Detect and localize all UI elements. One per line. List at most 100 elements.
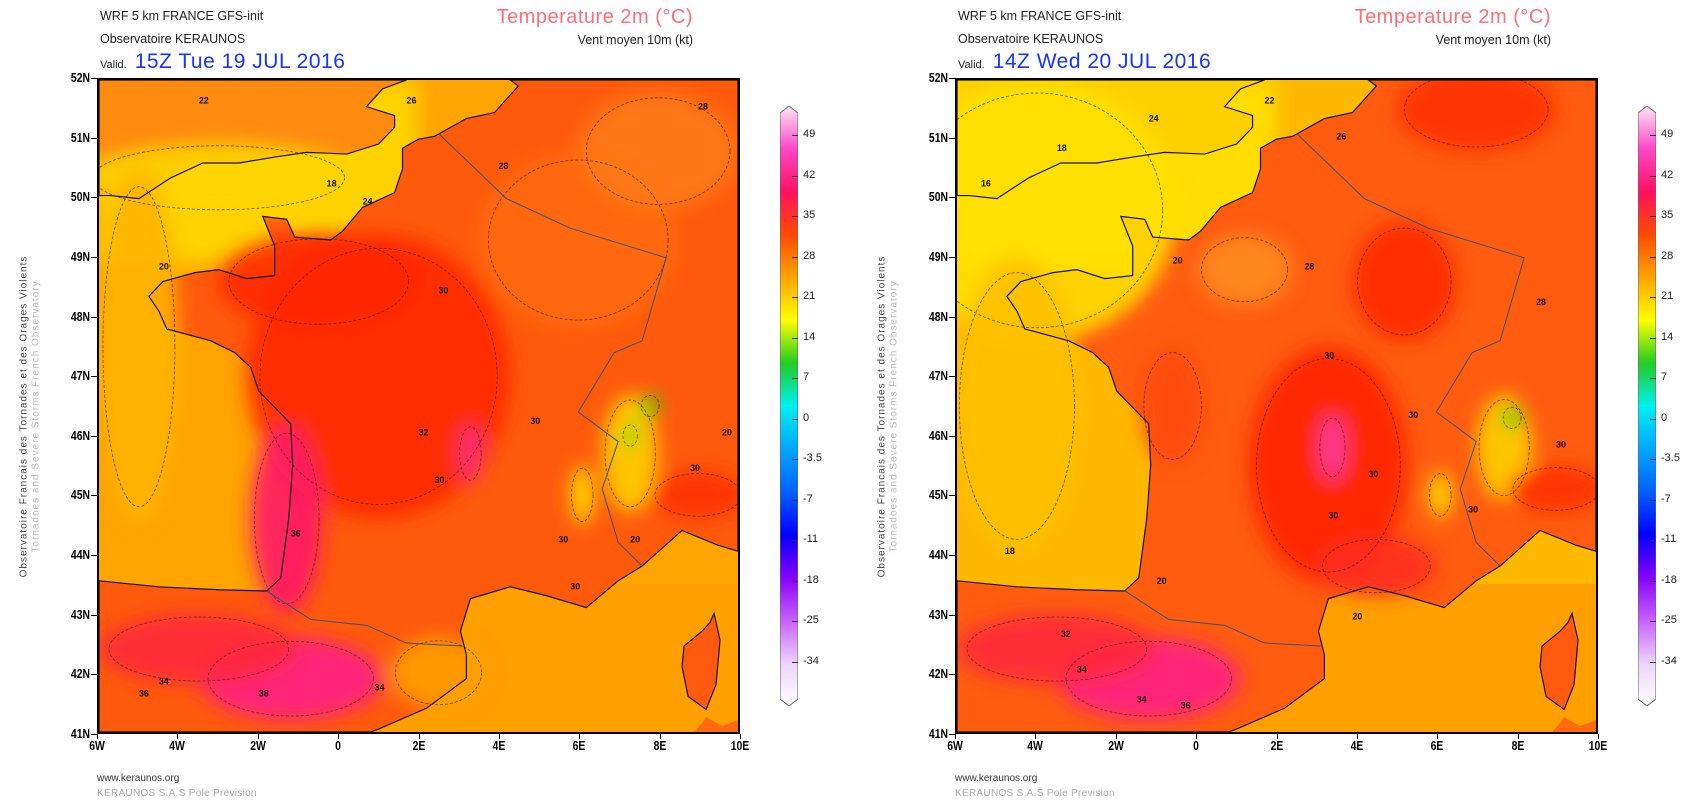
- colorbar-tick: [1650, 216, 1656, 217]
- colorbar-tick: [1650, 256, 1656, 258]
- map-subtitle: Vent moyen 10m (kt): [1435, 33, 1551, 47]
- longitude-tick: [1517, 734, 1519, 739]
- isotherm: [1143, 352, 1202, 460]
- national-border: [1296, 133, 1525, 567]
- contour-label: 30: [1556, 439, 1566, 449]
- footer-website[interactable]: www.keraunos.org: [955, 773, 1038, 784]
- latitude-label: 42N: [70, 666, 90, 682]
- colorbar-label: 49: [803, 128, 816, 140]
- isotherm: [1502, 406, 1522, 429]
- isotherm-contours: [957, 80, 1596, 717]
- longitude-label: 2W: [249, 738, 266, 753]
- longitude-tick: [338, 734, 340, 739]
- latitude-tick: [91, 376, 97, 378]
- longitude-tick: [740, 734, 741, 739]
- latitude-label: 51N: [928, 129, 948, 145]
- colorbar: [779, 105, 799, 707]
- colorbar-tick: [792, 418, 798, 420]
- longitude-tick: [659, 734, 661, 739]
- latitude-tick: [91, 435, 97, 437]
- contour-label: 28: [1536, 297, 1546, 307]
- latitude-label: 50N: [928, 189, 948, 205]
- isotherm: [1512, 467, 1596, 511]
- contour-label: 28: [498, 161, 508, 171]
- side-attribution: Observatoire Francais des Tornades et de…: [19, 197, 42, 637]
- latitude-label: 49N: [70, 248, 90, 264]
- latitude-label: 45N: [928, 487, 948, 503]
- isotherm: [1429, 473, 1452, 517]
- colorbar-label: -18: [1661, 573, 1677, 586]
- colorbar-tick: [792, 175, 798, 177]
- longitude-label: 4W: [169, 738, 186, 753]
- latitude-label: 48N: [70, 308, 90, 324]
- map-title: Temperature 2m (°C): [1354, 6, 1551, 28]
- side-text-fr: Observatoire Francais des Tornades et de…: [18, 255, 30, 578]
- contour-label: 20: [1157, 576, 1167, 586]
- contour-label: 38: [259, 688, 269, 698]
- contour-label: 30: [530, 416, 540, 426]
- colorbar-tick: [792, 621, 798, 622]
- latitude-tick: [949, 197, 955, 199]
- isotherm: [1357, 227, 1452, 336]
- longitude-tick: [579, 734, 581, 739]
- longitude-label: 8E: [1511, 738, 1524, 753]
- coastline-corsica: [681, 611, 721, 711]
- longitude-label: 2W: [1107, 738, 1124, 753]
- coastline-uk: [99, 80, 407, 200]
- colorbar-label: 7: [1661, 371, 1668, 383]
- colorbar-label: -34: [803, 654, 819, 667]
- longitude-tick: [1437, 734, 1439, 739]
- colorbar-label: -7: [803, 492, 813, 505]
- colorbar-tick: [792, 135, 798, 136]
- colorbar-tick: [792, 297, 798, 298]
- temperature-zone: [640, 394, 661, 418]
- latitude-label: 41N: [928, 726, 948, 741]
- latitude-tick: [949, 316, 955, 318]
- latitude-label: 44N: [70, 547, 90, 563]
- temperature-map[interactable]: 20 16 18 24 22 26 28 30 30 30 30 32 34 34 36 20 18 30 30 20…: [955, 78, 1598, 734]
- valid-time-row: Valid. 15Z Tue 19 JUL 2016: [100, 50, 345, 74]
- contour-label: 36: [139, 688, 149, 698]
- footer-website[interactable]: www.keraunos.org: [97, 773, 180, 784]
- coastlines: [99, 80, 738, 732]
- contour-label: 34: [159, 677, 169, 687]
- colorbar-label: 14: [803, 330, 816, 343]
- coastline: [957, 80, 1596, 732]
- coastlines: [957, 80, 1596, 732]
- contour-label: 18: [1005, 546, 1015, 556]
- colorbar-label: -34: [1661, 654, 1677, 667]
- contour-label: 30: [1368, 469, 1378, 479]
- contour-label: 32: [1061, 629, 1071, 639]
- longitude-label: 2E: [1270, 738, 1283, 753]
- contour-label: 30: [1328, 511, 1338, 521]
- isotherm: [459, 426, 482, 481]
- temperature-zone: [99, 613, 299, 685]
- valid-date: 15Z Tue 19 JUL 2016: [134, 50, 346, 73]
- temperature-zone: [1396, 80, 1557, 152]
- temperature-zone: [1508, 465, 1596, 513]
- longitude-label: 2E: [412, 738, 425, 753]
- contour-label: 20: [722, 428, 732, 438]
- contour-label: 20: [1352, 611, 1362, 621]
- valid-label: Valid.: [100, 59, 127, 71]
- latitude-tick: [91, 256, 97, 258]
- contour-label: 18: [327, 179, 337, 189]
- temperature-zone: [1196, 234, 1293, 306]
- colorbar-tick: [1650, 580, 1656, 582]
- latitude-tick: [949, 674, 955, 676]
- longitude-tick: [1196, 734, 1198, 739]
- colorbar-label: 35: [1661, 209, 1674, 221]
- contour-label: 36: [1181, 700, 1191, 710]
- longitude-tick: [955, 734, 956, 739]
- colorbar-tick: [792, 580, 798, 582]
- temperature-map[interactable]: 20 22 18 24 26 28 30 30 30 30 32 34 36 36 38 34 20 30 30 20…: [97, 78, 740, 734]
- model-info: WRF 5 km FRANCE GFS-init: [100, 9, 264, 23]
- latitude-label: 47N: [70, 368, 90, 384]
- colorbar-label: 21: [803, 290, 816, 302]
- side-text-en: Tornadoes and Severe Storms French Obser…: [30, 280, 42, 553]
- colorbar-tick: [792, 337, 798, 339]
- longitude-label: 10E: [730, 738, 750, 753]
- contour-label: 36: [291, 528, 301, 538]
- colorbar-scale: [1637, 105, 1657, 707]
- valid-date: 14Z Wed 20 JUL 2016: [992, 50, 1212, 73]
